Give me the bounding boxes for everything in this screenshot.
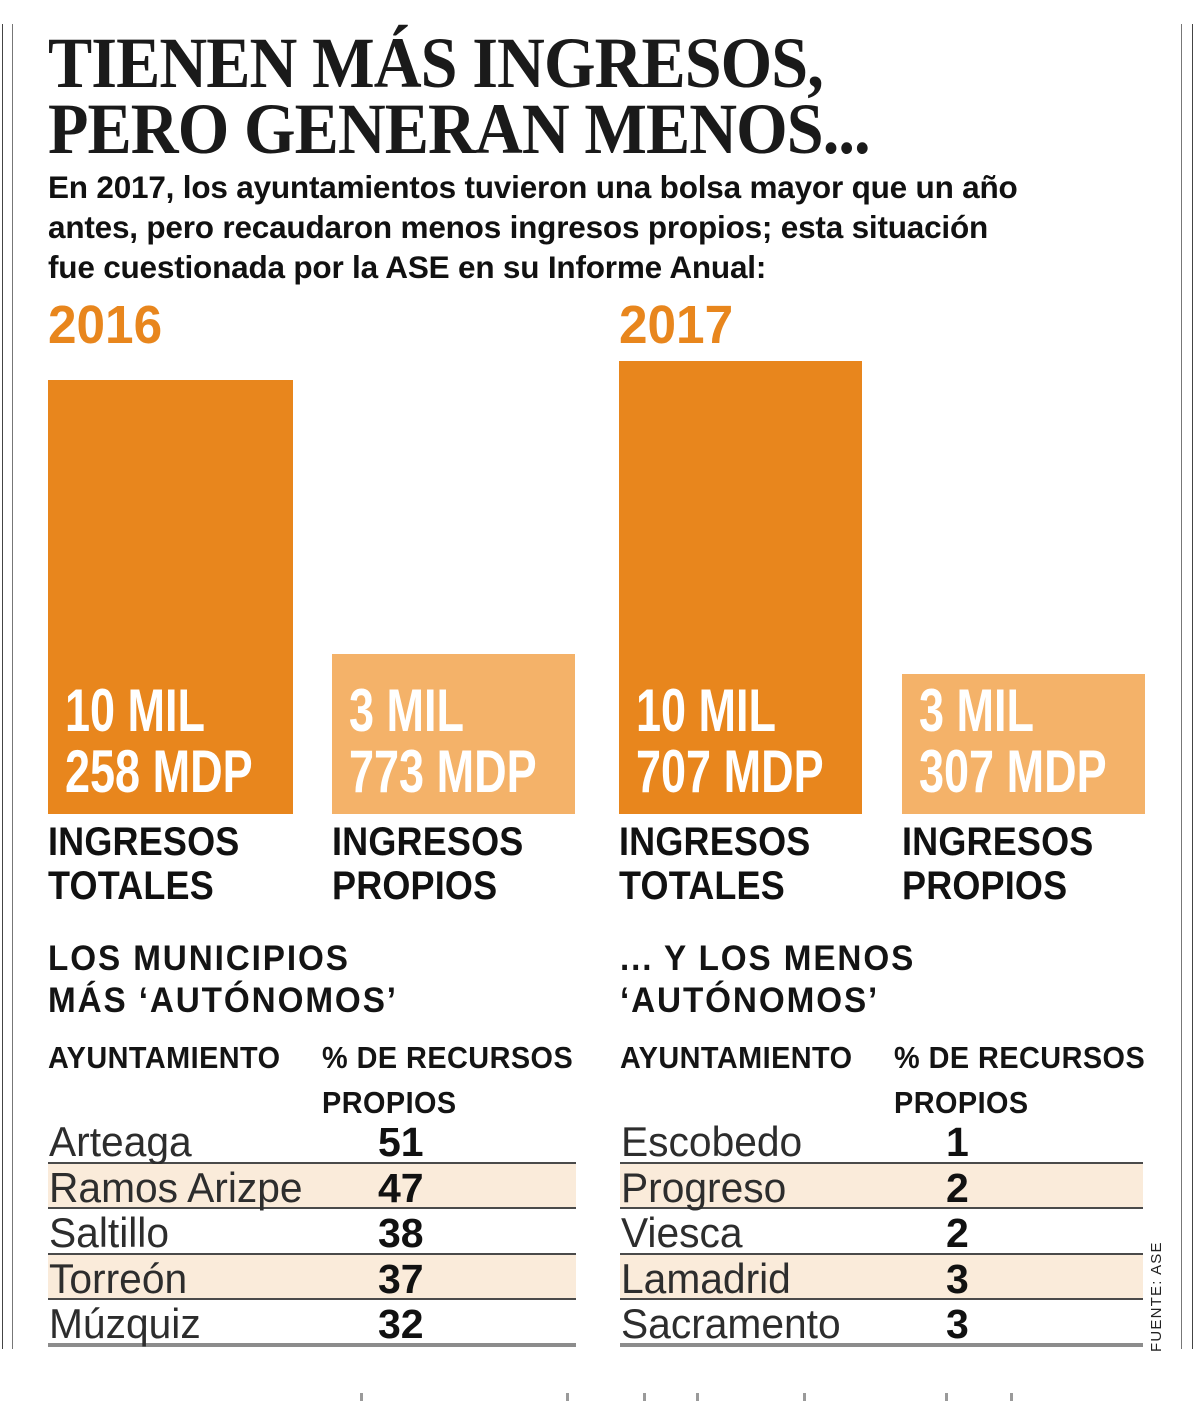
row-value: 37 — [378, 1255, 424, 1302]
frame-line-left-outer — [2, 24, 3, 1349]
bar-caption-line: TOTALES — [619, 864, 785, 908]
subtitle-line-2: antes, pero recaudaron menos ingresos pr… — [48, 209, 989, 245]
cutoff-text-remnant — [945, 1393, 948, 1401]
table-title: LOS MUNICIPIOS MÁS ‘AUTÓNOMOS’ — [48, 938, 576, 1022]
frame-line-right-outer — [1192, 24, 1193, 1349]
row-value: 2 — [946, 1164, 969, 1211]
table-row: Viesca 2 — [620, 1209, 1143, 1255]
row-name: Torreón — [49, 1254, 188, 1302]
table-rows: Arteaga 51 Ramos Arizpe 47 Saltillo 38 T… — [48, 1118, 576, 1347]
column-header-ayuntamiento: AYUNTAMIENTO — [620, 1040, 853, 1075]
table-row: Saltillo 38 — [48, 1209, 576, 1255]
bar-caption-line: INGRESOS — [48, 820, 240, 864]
subtitle: En 2017, los ayuntamientos tuvieron una … — [48, 167, 1018, 287]
table-row: Torreón 37 — [48, 1254, 576, 1302]
row-value: 3 — [946, 1301, 969, 1347]
bar-caption-line: PROPIOS — [902, 864, 1068, 908]
bar-caption-2017-totales: INGRESOS TOTALES — [619, 820, 832, 908]
table-title-line: ‘AUTÓNOMOS’ — [620, 981, 880, 1020]
bar-value-line: 3 MIL — [919, 677, 1035, 744]
bar-value-line: 10 MIL — [65, 677, 206, 744]
table-title-line: ... Y LOS MENOS — [620, 939, 916, 978]
table-row: Escobedo 1 — [620, 1118, 1143, 1164]
table-row: Ramos Arizpe 47 — [48, 1163, 576, 1211]
bar-caption-line: INGRESOS — [619, 820, 811, 864]
year-label-2017: 2017 — [619, 295, 734, 355]
column-header-recursos: % DE RECURSOS PROPIOS — [894, 1040, 1146, 1120]
row-name: Escobedo — [621, 1118, 803, 1165]
bar-value: 10 MIL 707 MDP — [636, 680, 886, 802]
cutoff-text-remnant — [643, 1393, 646, 1401]
source-credit: FUENTE: ASE — [1148, 1241, 1165, 1352]
row-value: 47 — [378, 1164, 424, 1211]
row-value: 1 — [946, 1119, 969, 1165]
title-line-1: TIENEN MÁS INGRESOS, — [48, 23, 824, 103]
cutoff-text-remnant — [566, 1393, 569, 1401]
row-name: Viesca — [621, 1209, 743, 1256]
row-name: Progreso — [621, 1163, 787, 1211]
bar-value: 3 MIL 773 MDP — [349, 680, 599, 802]
table-menos-autonomos: ... Y LOS MENOS ‘AUTÓNOMOS’ AYUNTAMIENTO… — [620, 938, 1145, 1347]
bar-value-line: 307 MDP — [919, 738, 1107, 805]
bar-2016-ingresos-propios: 3 MIL 773 MDP — [332, 654, 575, 814]
title-line-2: PERO GENERAN MENOS... — [48, 89, 871, 169]
row-name: Arteaga — [49, 1118, 192, 1165]
row-value: 3 — [946, 1255, 969, 1302]
cutoff-text-remnant — [696, 1393, 699, 1401]
bar-2016-ingresos-totales: 10 MIL 258 MDP — [48, 380, 293, 814]
table-row: Múzquiz 32 — [48, 1300, 576, 1347]
table-mas-autonomos: LOS MUNICIPIOS MÁS ‘AUTÓNOMOS’ AYUNTAMIE… — [48, 938, 576, 1347]
row-value: 32 — [378, 1301, 424, 1347]
bar-value-line: 773 MDP — [349, 738, 537, 805]
bar-caption-2017-propios: INGRESOS PROPIOS — [902, 820, 1115, 908]
bar-value: 10 MIL 258 MDP — [65, 680, 315, 802]
bar-caption-line: TOTALES — [48, 864, 214, 908]
table-row: Sacramento 3 — [620, 1300, 1143, 1347]
cutoff-text-remnant — [803, 1393, 806, 1401]
table-row: Arteaga 51 — [48, 1118, 576, 1164]
subtitle-line-1: En 2017, los ayuntamientos tuvieron una … — [48, 169, 1018, 205]
row-name: Sacramento — [621, 1300, 841, 1347]
bar-value: 3 MIL 307 MDP — [919, 680, 1169, 802]
bar-value-line: 10 MIL — [636, 677, 777, 744]
table-rows: Escobedo 1 Progreso 2 Viesca 2 Lamadrid … — [620, 1118, 1143, 1347]
frame-line-left-inner — [12, 24, 13, 1349]
frame-line-right-inner — [1181, 24, 1182, 1349]
subtitle-line-3: fue cuestionada por la ASE en su Informe… — [48, 249, 767, 285]
column-header-ayuntamiento: AYUNTAMIENTO — [48, 1040, 281, 1075]
bar-caption-line: PROPIOS — [332, 864, 498, 908]
bar-caption-2016-propios: INGRESOS PROPIOS — [332, 820, 545, 908]
table-row: Progreso 2 — [620, 1163, 1143, 1211]
column-header-recursos: % DE RECURSOS PROPIOS — [322, 1040, 574, 1120]
year-label-2016: 2016 — [48, 295, 163, 355]
row-value: 38 — [378, 1210, 424, 1256]
table-title-line: LOS MUNICIPIOS — [48, 939, 350, 978]
cutoff-text-remnant — [360, 1393, 363, 1401]
row-value: 2 — [946, 1210, 969, 1256]
row-name: Ramos Arizpe — [49, 1163, 303, 1211]
bar-caption-line: INGRESOS — [902, 820, 1094, 864]
bar-value-line: 258 MDP — [65, 738, 253, 805]
bar-2017-ingresos-totales: 10 MIL 707 MDP — [619, 361, 862, 814]
page-title: TIENEN MÁS INGRESOS, PERO GENERAN MENOS.… — [48, 23, 941, 169]
bar-caption-2016-totales: INGRESOS TOTALES — [48, 820, 261, 908]
table-row: Lamadrid 3 — [620, 1254, 1143, 1302]
row-name: Múzquiz — [49, 1300, 201, 1347]
table-title: ... Y LOS MENOS ‘AUTÓNOMOS’ — [620, 938, 1143, 1022]
cutoff-text-remnant — [1010, 1393, 1013, 1401]
row-value: 51 — [378, 1119, 424, 1165]
row-name: Saltillo — [49, 1209, 170, 1256]
bar-caption-line: INGRESOS — [332, 820, 524, 864]
bar-value-line: 707 MDP — [636, 738, 824, 805]
row-name: Lamadrid — [621, 1254, 791, 1302]
bar-value-line: 3 MIL — [349, 677, 465, 744]
table-title-line: MÁS ‘AUTÓNOMOS’ — [48, 981, 398, 1020]
bar-2017-ingresos-propios: 3 MIL 307 MDP — [902, 674, 1145, 814]
